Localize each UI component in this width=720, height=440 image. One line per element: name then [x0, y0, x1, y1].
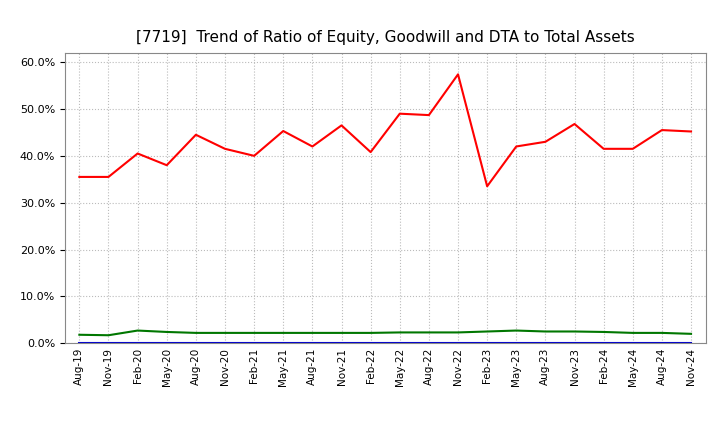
Equity	[104, 174, 113, 180]
Goodwill	[163, 341, 171, 346]
Deferred Tax Assets	[541, 329, 550, 334]
Deferred Tax Assets	[104, 333, 113, 338]
Deferred Tax Assets	[395, 330, 404, 335]
Goodwill	[250, 341, 258, 346]
Goodwill	[308, 341, 317, 346]
Goodwill	[337, 341, 346, 346]
Deferred Tax Assets	[425, 330, 433, 335]
Goodwill	[133, 341, 142, 346]
Deferred Tax Assets	[192, 330, 200, 336]
Goodwill	[483, 341, 492, 346]
Goodwill	[541, 341, 550, 346]
Equity	[220, 146, 229, 151]
Deferred Tax Assets	[75, 332, 84, 337]
Equity	[687, 129, 696, 134]
Equity	[599, 146, 608, 151]
Deferred Tax Assets	[657, 330, 666, 336]
Equity	[133, 151, 142, 156]
Deferred Tax Assets	[483, 329, 492, 334]
Goodwill	[629, 341, 637, 346]
Equity	[192, 132, 200, 137]
Deferred Tax Assets	[163, 329, 171, 334]
Goodwill	[395, 341, 404, 346]
Equity	[163, 162, 171, 168]
Line: Equity: Equity	[79, 74, 691, 186]
Equity	[657, 128, 666, 133]
Equity	[483, 183, 492, 189]
Equity	[454, 72, 462, 77]
Goodwill	[104, 341, 113, 346]
Deferred Tax Assets	[279, 330, 287, 336]
Deferred Tax Assets	[454, 330, 462, 335]
Equity	[250, 153, 258, 158]
Goodwill	[75, 341, 84, 346]
Deferred Tax Assets	[220, 330, 229, 336]
Goodwill	[220, 341, 229, 346]
Equity	[395, 111, 404, 116]
Goodwill	[687, 341, 696, 346]
Deferred Tax Assets	[250, 330, 258, 336]
Goodwill	[425, 341, 433, 346]
Equity	[570, 121, 579, 127]
Goodwill	[599, 341, 608, 346]
Deferred Tax Assets	[687, 331, 696, 337]
Deferred Tax Assets	[512, 328, 521, 333]
Deferred Tax Assets	[570, 329, 579, 334]
Deferred Tax Assets	[629, 330, 637, 336]
Equity	[75, 174, 84, 180]
Line: Deferred Tax Assets: Deferred Tax Assets	[79, 330, 691, 335]
Goodwill	[454, 341, 462, 346]
Deferred Tax Assets	[599, 329, 608, 334]
Equity	[366, 150, 375, 155]
Title: [7719]  Trend of Ratio of Equity, Goodwill and DTA to Total Assets: [7719] Trend of Ratio of Equity, Goodwil…	[136, 29, 634, 45]
Equity	[308, 144, 317, 149]
Legend: Equity, Goodwill, Deferred Tax Assets: Equity, Goodwill, Deferred Tax Assets	[191, 436, 580, 440]
Goodwill	[279, 341, 287, 346]
Equity	[541, 139, 550, 144]
Equity	[425, 113, 433, 118]
Goodwill	[512, 341, 521, 346]
Goodwill	[192, 341, 200, 346]
Deferred Tax Assets	[366, 330, 375, 336]
Goodwill	[657, 341, 666, 346]
Equity	[629, 146, 637, 151]
Deferred Tax Assets	[337, 330, 346, 336]
Deferred Tax Assets	[308, 330, 317, 336]
Equity	[337, 123, 346, 128]
Equity	[512, 144, 521, 149]
Equity	[279, 128, 287, 134]
Goodwill	[570, 341, 579, 346]
Goodwill	[366, 341, 375, 346]
Deferred Tax Assets	[133, 328, 142, 333]
